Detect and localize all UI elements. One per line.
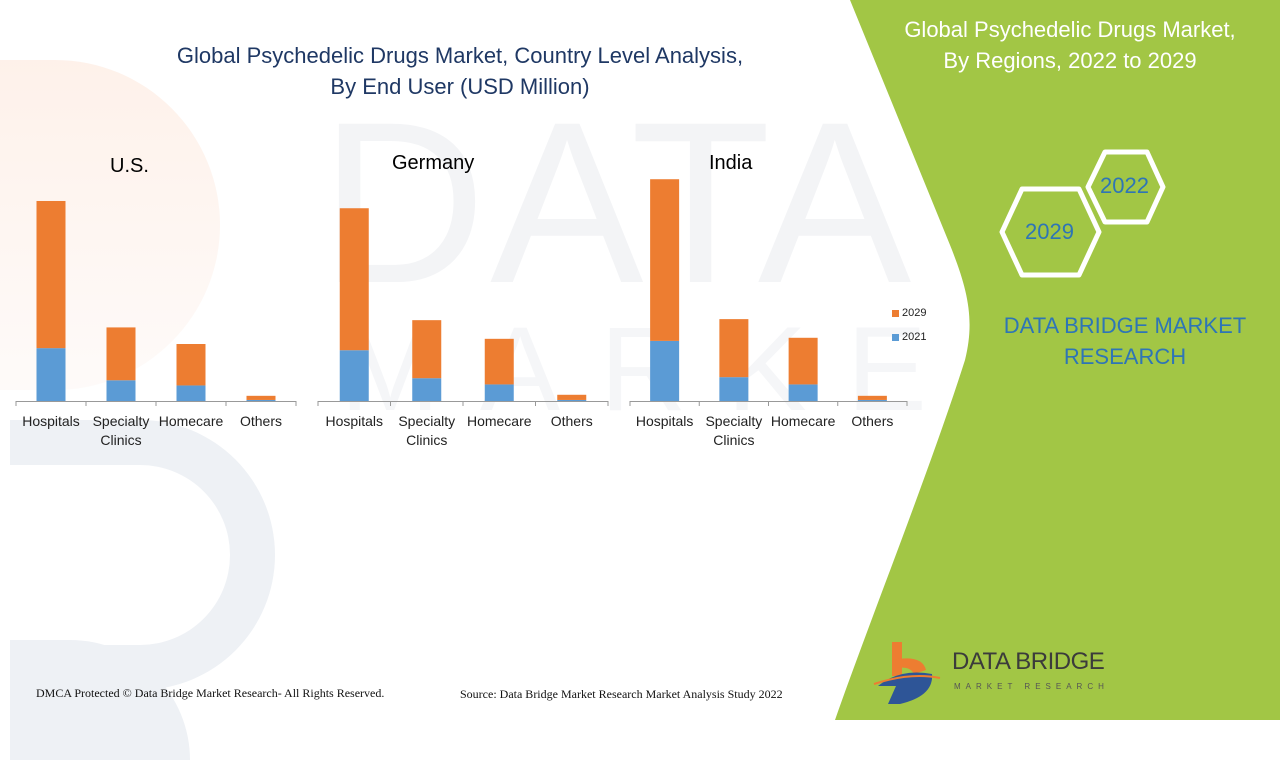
logo-mark-icon [873, 642, 941, 704]
category-label: Others [221, 412, 301, 431]
side-panel-shape [835, 0, 1280, 720]
category-label-line: Others [239, 413, 282, 429]
category-label-line: Clinics [713, 432, 755, 448]
bar-homecare-2029 [484, 338, 514, 385]
bar-homecare-2029 [788, 337, 818, 385]
bar-specialty-clinics-2029 [412, 320, 442, 379]
legend-label: 2029 [902, 307, 927, 319]
category-label: Others [532, 412, 612, 431]
bar-hospitals-2021 [339, 350, 369, 401]
category-label-line: Homecare [770, 413, 836, 429]
category-label: Specialty Clinics [81, 412, 161, 450]
hex-label-2029: 2029 [1025, 219, 1074, 244]
chart-title: U.S. [110, 155, 149, 177]
source-text: Source: Data Bridge Market Research Mark… [460, 687, 783, 701]
page-title: Global Psychedelic Drugs Market, Country… [110, 40, 810, 102]
bar-others-2029 [557, 394, 587, 400]
category-label: Homecare [763, 412, 843, 431]
category-label-line: Homecare [466, 413, 532, 429]
category-label-line: Specialty [398, 413, 456, 429]
bar-others-2029 [246, 395, 276, 400]
bar-specialty-clinics-2021 [412, 378, 442, 401]
category-label-line: Clinics [406, 432, 448, 448]
category-label-line: Hospitals [22, 413, 80, 429]
brand-text-line-1: DATA BRIDGE MARKET [1003, 313, 1247, 338]
bar-homecare-2021 [484, 384, 514, 401]
hex-label-2022: 2022 [1100, 173, 1149, 198]
legend-label: 2021 [902, 331, 927, 343]
chart-germany [317, 208, 609, 406]
legend-item-2029: 2029 [892, 307, 926, 319]
brand-text-line-2: RESEARCH [1063, 344, 1187, 369]
chart-india [629, 179, 908, 406]
category-label-line: Specialty [92, 413, 150, 429]
bar-hospitals-2029 [650, 179, 680, 341]
category-label-line: Hospitals [635, 413, 694, 429]
bar-specialty-clinics-2021 [106, 380, 136, 401]
logo-name: DATA BRIDGE [952, 648, 1105, 675]
category-label: Specialty Clinics [387, 412, 467, 450]
bar-others-2021 [857, 399, 887, 401]
page-title-line-2: By End User (USD Million) [330, 74, 590, 99]
category-label: Homecare [459, 412, 539, 431]
copyright-text: DMCA Protected © Data Bridge Market Rese… [36, 686, 385, 700]
category-label: Hospitals [314, 412, 394, 431]
category-label: Specialty Clinics [694, 412, 774, 450]
legend-swatch [892, 309, 899, 317]
category-label: Hospitals [625, 412, 705, 431]
chart-title: Germany [392, 152, 475, 174]
bar-hospitals-2021 [650, 340, 680, 401]
logo-subtitle: MARKET RESEARCH [954, 682, 1109, 691]
side-panel-title-line-1: Global Psychedelic Drugs Market, [904, 17, 1236, 42]
category-label: Others [832, 412, 912, 431]
page-title-line-1: Global Psychedelic Drugs Market, Country… [176, 43, 744, 68]
legend-swatch [892, 333, 899, 341]
category-label-line: Specialty [705, 413, 763, 429]
category-label: Hospitals [11, 412, 91, 431]
chart-title: India [709, 152, 753, 174]
side-panel [835, 0, 1280, 720]
bar-hospitals-2029 [339, 208, 369, 351]
bar-homecare-2021 [788, 384, 818, 401]
bar-homecare-2021 [176, 385, 206, 401]
bar-others-2021 [557, 399, 587, 401]
category-label: Homecare [151, 412, 231, 431]
hexagon-2029 [999, 186, 1102, 278]
charts-area [15, 179, 908, 406]
bar-specialty-clinics-2029 [106, 327, 136, 381]
category-label-line: Others [851, 413, 894, 429]
company-logo: DATA BRIDGE MARKET RESEARCH [870, 638, 1110, 708]
bar-specialty-clinics-2029 [719, 319, 749, 378]
bar-hospitals-2021 [36, 348, 66, 401]
side-panel-title-line-2: By Regions, 2022 to 2029 [943, 48, 1197, 73]
category-label-line: Homecare [158, 413, 224, 429]
bar-others-2029 [857, 395, 887, 400]
bar-specialty-clinics-2021 [719, 377, 749, 401]
chart-us [15, 200, 297, 406]
bar-hospitals-2029 [36, 200, 66, 349]
category-label-line: Clinics [100, 432, 142, 448]
bar-homecare-2029 [176, 344, 206, 386]
category-label-line: Hospitals [325, 413, 384, 429]
category-label-line: Others [550, 413, 593, 429]
side-panel-title: Global Psychedelic Drugs Market, By Regi… [870, 14, 1270, 76]
legend-item-2021: 2021 [892, 331, 926, 343]
bar-others-2021 [246, 399, 276, 401]
hexagon-2022 [1085, 149, 1166, 225]
brand-text: DATA BRIDGE MARKET RESEARCH [990, 310, 1260, 372]
